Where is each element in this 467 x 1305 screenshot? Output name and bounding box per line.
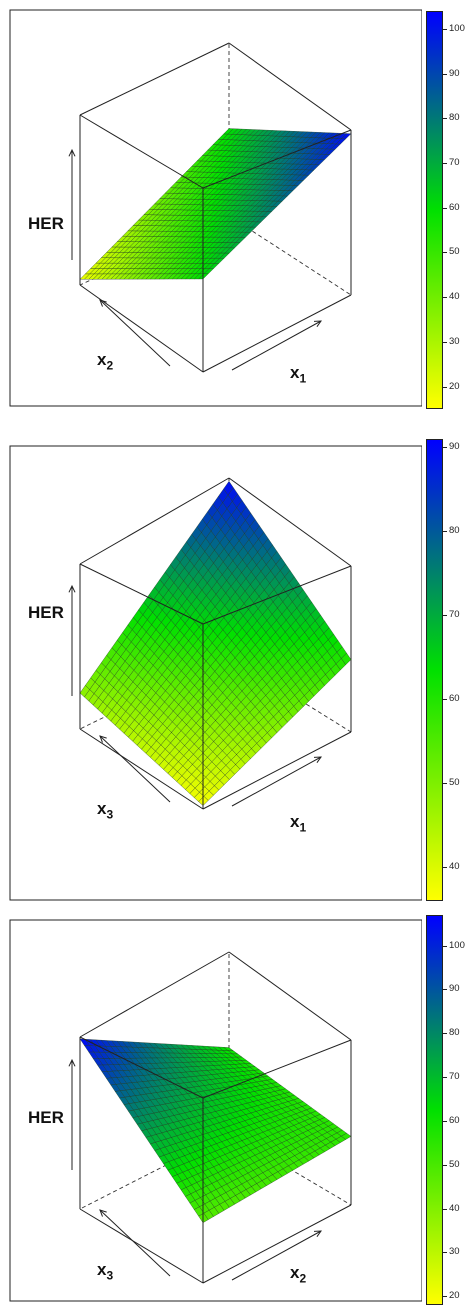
- colorbar-tick: [443, 1033, 447, 1034]
- left-axis-arrow: [99, 299, 171, 367]
- colorbar-tick: [443, 1121, 447, 1122]
- z-axis-arrow: [68, 148, 76, 260]
- colorbar-tick-label: 20: [449, 381, 460, 392]
- box-edge: [79, 1208, 204, 1284]
- box-edge: [79, 477, 230, 565]
- box-edge: [79, 114, 204, 189]
- surface-plot-canvas: [9, 445, 422, 901]
- colorbar-tick-label: 80: [449, 525, 460, 536]
- colorbar-tick-label: 50: [449, 1159, 460, 1170]
- colorbar-tick-label: 100: [449, 940, 465, 951]
- box-edge: [79, 563, 204, 625]
- colorbar-tick: [443, 615, 447, 616]
- right-axis-arrow: [231, 756, 323, 807]
- colorbar-tick-label: 70: [449, 609, 460, 620]
- colorbar-tick-label: 60: [449, 693, 460, 704]
- surface-plot-canvas: [9, 919, 422, 1302]
- box-edge: [202, 731, 352, 810]
- colorbar-tick-label: 100: [449, 23, 465, 34]
- box-edge: [228, 477, 352, 567]
- colorbar-tick: [443, 531, 447, 532]
- colorbar-tick: [443, 342, 447, 343]
- box-edge: [79, 951, 230, 1038]
- left-axis-label: x3: [97, 799, 114, 822]
- colorbar-tick: [443, 989, 447, 990]
- left-axis-label: x3: [97, 1260, 114, 1283]
- box-edge: [228, 951, 352, 1041]
- colorbar-tick-label: 70: [449, 1071, 460, 1082]
- colorbar-tick: [443, 699, 447, 700]
- right-axis-arrow: [231, 1230, 323, 1281]
- colorbar-tick-label: 40: [449, 861, 460, 872]
- box-edge: [79, 42, 230, 116]
- plot-frame: [9, 9, 422, 407]
- colorbar-tick: [443, 74, 447, 75]
- box-edge: [202, 565, 352, 625]
- colorbar-tick: [443, 1209, 447, 1210]
- right-axis-label: x1: [290, 363, 307, 386]
- box-edge: [79, 1036, 204, 1099]
- colorbar-tick: [443, 946, 447, 947]
- colorbar-tick-label: 70: [449, 157, 460, 168]
- colorbar: [426, 915, 443, 1305]
- colorbar-tick: [443, 1077, 447, 1078]
- plot-frame: [9, 445, 422, 901]
- box-edge: [228, 42, 352, 131]
- z-axis-label: HER: [28, 603, 64, 622]
- right-axis-arrow: [231, 320, 323, 371]
- colorbar-tick: [443, 163, 447, 164]
- colorbar-tick: [443, 867, 447, 868]
- colorbar: [426, 439, 443, 901]
- colorbar-tick: [443, 387, 447, 388]
- left-axis-arrow: [99, 735, 171, 803]
- colorbar-tick: [443, 208, 447, 209]
- box-edge: [202, 129, 352, 189]
- colorbar-tick: [443, 297, 447, 298]
- colorbar-tick-label: 20: [449, 1290, 460, 1301]
- left-axis-label: x2: [97, 350, 114, 373]
- z-axis-label: HER: [28, 214, 64, 233]
- colorbar-tick-label: 60: [449, 1115, 460, 1126]
- plot-frame: [9, 919, 422, 1302]
- surface-plot-panel-1: HER x2 x1 20 30 40 50 60 70 80 90 100: [0, 0, 467, 410]
- z-axis-arrow: [68, 584, 76, 696]
- surface-plot-canvas: [9, 9, 422, 407]
- colorbar-tick-label: 30: [449, 336, 460, 347]
- box-edge: [202, 294, 352, 373]
- colorbar-tick-label: 80: [449, 112, 460, 123]
- colorbar-tick: [443, 783, 447, 784]
- colorbar-tick-label: 40: [449, 291, 460, 302]
- response-surface: [79, 1038, 352, 1223]
- colorbar: [426, 11, 443, 409]
- box-edge: [202, 1039, 352, 1099]
- left-axis-arrow: [99, 1209, 171, 1277]
- colorbar-tick-label: 60: [449, 202, 460, 213]
- colorbar-tick: [443, 118, 447, 119]
- colorbar-tick-label: 50: [449, 777, 460, 788]
- z-axis-arrow: [68, 1058, 76, 1170]
- colorbar-tick-label: 50: [449, 246, 460, 257]
- right-axis-label: x1: [290, 812, 307, 835]
- colorbar-tick: [443, 1252, 447, 1253]
- colorbar-tick-label: 80: [449, 1027, 460, 1038]
- surface-plot-panel-3: HER x3 x2 20 30 40 50 60 70 80 90 100: [0, 910, 467, 1305]
- box-edge: [79, 284, 204, 373]
- colorbar-tick-label: 90: [449, 441, 460, 452]
- colorbar-tick: [443, 252, 447, 253]
- colorbar-tick-label: 30: [449, 1246, 460, 1257]
- z-axis-label: HER: [28, 1108, 64, 1127]
- colorbar-tick-label: 90: [449, 68, 460, 79]
- colorbar-tick: [443, 447, 447, 448]
- right-axis-label: x2: [290, 1263, 307, 1286]
- colorbar-tick-label: 90: [449, 983, 460, 994]
- response-surface: [79, 128, 352, 280]
- surface-plot-panel-2: HER x3 x1 40 50 60 70 80 90: [0, 436, 467, 904]
- colorbar-tick: [443, 1296, 447, 1297]
- box-edge: [79, 728, 204, 810]
- colorbar-tick: [443, 29, 447, 30]
- box-edge: [202, 1204, 352, 1284]
- colorbar-tick: [443, 1165, 447, 1166]
- colorbar-tick-label: 40: [449, 1203, 460, 1214]
- response-surface: [79, 480, 352, 806]
